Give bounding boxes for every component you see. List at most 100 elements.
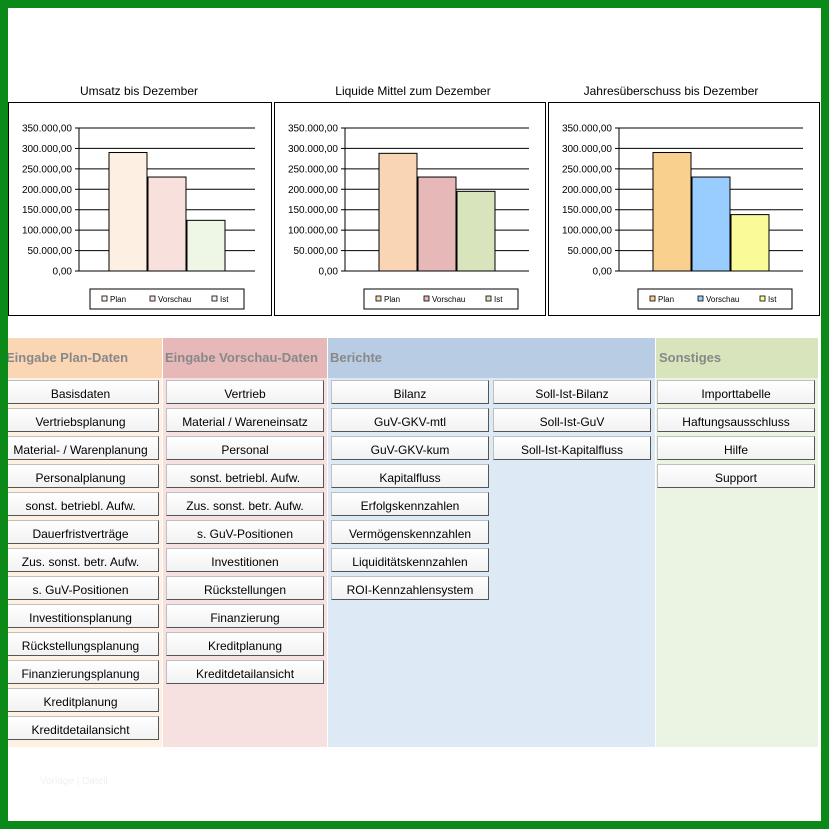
chart-title-jahresueberschuss: Jahresüberschuss bis Dezember bbox=[583, 84, 759, 98]
button-s-guv-positionen[interactable]: s. GuV-Positionen bbox=[166, 520, 324, 544]
button-zus-sonst-betr-aufw[interactable]: Zus. sonst. betr. Aufw. bbox=[166, 492, 324, 516]
button-bilanz[interactable]: Bilanz bbox=[331, 380, 489, 404]
bar-ist bbox=[186, 219, 226, 272]
button-kreditplanung[interactable]: Kreditplanung bbox=[8, 688, 159, 712]
y-tick-label: 200.000,00 bbox=[562, 185, 612, 196]
y-tick-label: 0,00 bbox=[319, 267, 339, 278]
legend-label-plan: Plan bbox=[658, 295, 674, 304]
legend-label-ist: Ist bbox=[494, 295, 503, 304]
button-erfolgskennzahlen[interactable]: Erfolgskennzahlen bbox=[331, 492, 489, 516]
section-sonstiges: Sonstiges Importtabelle Haftungsausschlus… bbox=[656, 338, 818, 747]
button-soll-ist-guv[interactable]: Soll-Ist-GuV bbox=[493, 408, 651, 432]
button-basisdaten[interactable]: Basisdaten bbox=[8, 380, 159, 404]
chart-title-liquide-mittel: Liquide Mittel zum Dezember bbox=[282, 84, 544, 100]
button-vertrieb[interactable]: Vertrieb bbox=[166, 380, 324, 404]
chart-title-liquide-mittel-text: Liquide Mittel zum Dezember bbox=[335, 84, 491, 98]
legend-label-ist: Ist bbox=[220, 295, 229, 304]
y-tick-label: 200.000,00 bbox=[288, 185, 338, 196]
legend-swatch-vorschau bbox=[697, 295, 704, 302]
button-roi-kennzahlensystem[interactable]: ROI-Kennzahlensystem bbox=[331, 576, 489, 600]
button-kreditdetailansicht[interactable]: Kreditdetailansicht bbox=[8, 716, 159, 740]
legend-swatch-plan bbox=[375, 295, 382, 302]
section-vorschau: Eingabe Vorschau-Daten Vertrieb Material … bbox=[163, 338, 327, 747]
y-tick-label: 150.000,00 bbox=[288, 205, 338, 216]
button-support[interactable]: Support bbox=[657, 464, 815, 488]
button-sonst-betriebl-aufw[interactable]: sonst. betriebl. Aufw. bbox=[8, 492, 159, 516]
legend-label-plan: Plan bbox=[110, 295, 126, 304]
button-guv-gkv-kum[interactable]: GuV-GKV-kum bbox=[331, 436, 489, 460]
bar-vorschau bbox=[417, 176, 457, 272]
button-importtabelle[interactable]: Importtabelle bbox=[657, 380, 815, 404]
bar-vorschau bbox=[147, 176, 187, 272]
button-vertriebsplanung[interactable]: Vertriebsplanung bbox=[8, 408, 159, 432]
y-tick-label: 50.000,00 bbox=[294, 246, 339, 257]
y-tick-label: 300.000,00 bbox=[562, 144, 612, 155]
chart-liquide-mittel: 350.000,00 300.000,00 250.000,00 200.000,00… bbox=[274, 102, 546, 316]
legend-swatch-plan bbox=[101, 295, 108, 302]
section-sonstiges-body bbox=[656, 378, 818, 747]
button-vermoegenskennzahlen[interactable]: Vermögenskennzahlen bbox=[331, 520, 489, 544]
section-plan-header: Eingabe Plan-Daten bbox=[8, 338, 162, 378]
y-tick-label: 50.000,00 bbox=[568, 246, 613, 257]
button-liquiditaetskennzahlen[interactable]: Liquiditätskennzahlen bbox=[331, 548, 489, 572]
section-vorschau-title: Eingabe Vorschau-Daten bbox=[165, 350, 318, 365]
chart-umsatz: 350.000,00 300.000,00 250.000,00 200.000,00… bbox=[8, 102, 272, 316]
button-guv-gkv-mtl[interactable]: GuV-GKV-mtl bbox=[331, 408, 489, 432]
button-rueckstellungsplanung[interactable]: Rückstellungsplanung bbox=[8, 632, 159, 656]
button-zus-sonst-betr-aufw[interactable]: Zus. sonst. betr. Aufw. bbox=[8, 548, 159, 572]
chart-jahresueberschuss-svg: 350.000,00 300.000,00 250.000,00 200.000,00… bbox=[562, 124, 803, 310]
chart-umsatz-svg: 350.000,00 300.000,00 250.000,00 200.000,00… bbox=[22, 124, 255, 310]
section-berichte-title: Berichte bbox=[330, 350, 383, 365]
watermark: Vorlage | Dateil bbox=[40, 776, 108, 787]
button-material-warenplanung[interactable]: Material- / Warenplanung bbox=[8, 436, 159, 460]
legend-swatch-ist bbox=[485, 295, 492, 302]
legend-label-vorschau: Vorschau bbox=[432, 295, 465, 304]
legend-box bbox=[89, 288, 245, 310]
legend-box bbox=[363, 288, 519, 310]
button-soll-ist-bilanz[interactable]: Soll-Ist-Bilanz bbox=[493, 380, 651, 404]
y-tick-label: 0,00 bbox=[53, 267, 73, 278]
button-finanzierung[interactable]: Finanzierung bbox=[166, 604, 324, 628]
legend-box bbox=[637, 288, 793, 310]
y-tick-label: 300.000,00 bbox=[22, 144, 72, 155]
button-dauerfristvertraege[interactable]: Dauerfristverträge bbox=[8, 520, 159, 544]
button-rueckstellungen[interactable]: Rückstellungen bbox=[166, 576, 324, 600]
legend-swatch-vorschau bbox=[149, 295, 156, 302]
button-finanzierungsplanung[interactable]: Finanzierungsplanung bbox=[8, 660, 159, 684]
button-kreditdetailansicht[interactable]: Kreditdetailansicht bbox=[166, 660, 324, 684]
y-tick-label: 350.000,00 bbox=[22, 124, 72, 135]
y-tick-label: 350.000,00 bbox=[562, 124, 612, 135]
bar-vorschau bbox=[691, 176, 731, 272]
section-plan-title: Eingabe Plan-Daten bbox=[8, 350, 129, 365]
y-tick-label: 50.000,00 bbox=[28, 246, 73, 257]
section-berichte-header: Berichte bbox=[328, 338, 655, 378]
bar-ist bbox=[730, 214, 770, 272]
bar-plan bbox=[108, 152, 148, 272]
button-haftungsausschluss[interactable]: Haftungsausschluss bbox=[657, 408, 815, 432]
bar-plan bbox=[378, 152, 418, 272]
legend-swatch-ist bbox=[759, 295, 766, 302]
button-kreditplanung[interactable]: Kreditplanung bbox=[166, 632, 324, 656]
y-tick-label: 350.000,00 bbox=[288, 124, 338, 135]
section-berichte: Berichte Bilanz GuV-GKV-mtl GuV-GKV-kum Kap… bbox=[328, 338, 655, 747]
y-tick-label: 150.000,00 bbox=[22, 205, 72, 216]
y-tick-label: 100.000,00 bbox=[22, 226, 72, 237]
button-material-wareneinsatz[interactable]: Material / Wareneinsatz bbox=[166, 408, 324, 432]
button-investitionen[interactable]: Investitionen bbox=[166, 548, 324, 572]
button-sonst-betriebl-aufw[interactable]: sonst. betriebl. Aufw. bbox=[166, 464, 324, 488]
chart-liquide-mittel-svg: 350.000,00 300.000,00 250.000,00 200.000,00… bbox=[288, 124, 529, 310]
legend-swatch-plan bbox=[649, 295, 656, 302]
button-kapitalfluss[interactable]: Kapitalfluss bbox=[331, 464, 489, 488]
button-s-guv-positionen[interactable]: s. GuV-Positionen bbox=[8, 576, 159, 600]
button-personalplanung[interactable]: Personalplanung bbox=[8, 464, 159, 488]
y-tick-label: 200.000,00 bbox=[22, 185, 72, 196]
button-soll-ist-kapitalfluss[interactable]: Soll-Ist-Kapitalfluss bbox=[493, 436, 651, 460]
y-tick-label: 250.000,00 bbox=[288, 164, 338, 175]
legend-swatch-vorschau bbox=[423, 295, 430, 302]
button-personal[interactable]: Personal bbox=[166, 436, 324, 460]
button-hilfe[interactable]: Hilfe bbox=[657, 436, 815, 460]
legend-swatch-ist bbox=[211, 295, 218, 302]
button-investitionsplanung[interactable]: Investitionsplanung bbox=[8, 604, 159, 628]
section-plan: Eingabe Plan-Daten Basisdaten Vertriebspl… bbox=[8, 338, 162, 747]
